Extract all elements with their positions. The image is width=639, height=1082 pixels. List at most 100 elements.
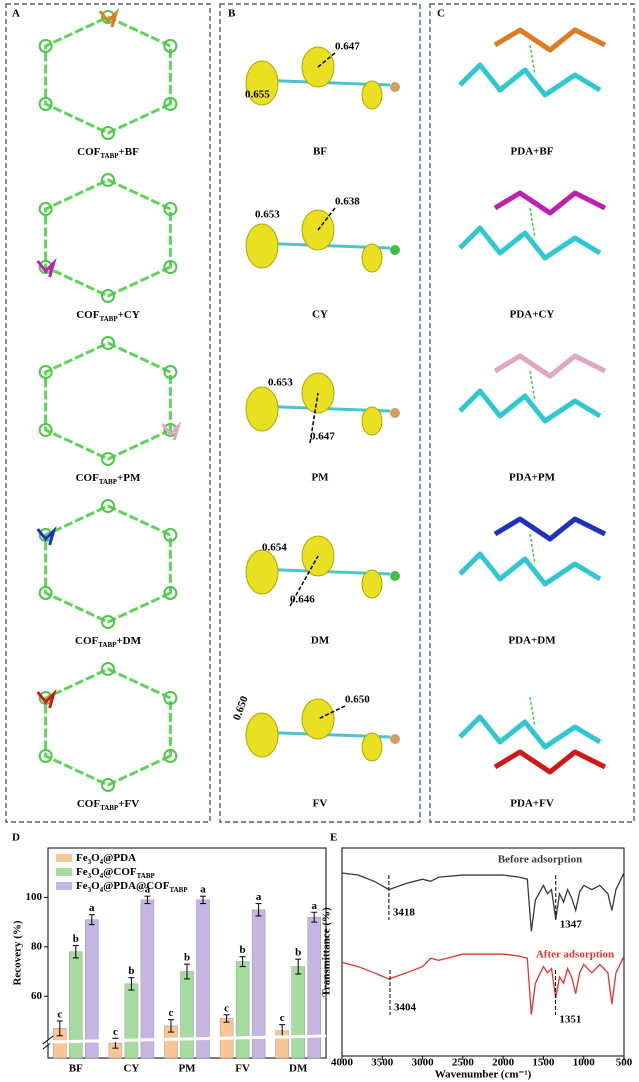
guest-molecule: [493, 353, 607, 379]
isosurface: [361, 732, 383, 762]
atom: [390, 571, 400, 581]
cof-node: [101, 126, 115, 140]
y-tick-label: 80: [31, 940, 43, 952]
host-molecule: [458, 388, 602, 424]
legend-label: Fe3O4@PDA: [76, 852, 136, 866]
rdg-value: 0.646: [290, 594, 315, 606]
isosurface: [245, 386, 279, 432]
x-axis-title: Wavenumber (cm⁻¹): [435, 1069, 532, 1081]
isosurface: [301, 698, 335, 740]
cof-node: [101, 499, 115, 513]
bar: [196, 899, 210, 1059]
cof-node: [101, 173, 115, 187]
cof-ring: [44, 667, 172, 787]
isosurface: [361, 80, 383, 110]
panel-letter: D: [12, 832, 20, 844]
cof-node: [163, 528, 178, 542]
error-bar: [223, 1014, 230, 1023]
rdg-value: 0.654: [262, 542, 287, 554]
cof-node: [101, 778, 115, 792]
x-tick-label: 2500: [452, 1057, 475, 1069]
cof-node: [38, 39, 53, 53]
complex-label: COFTABP+PM: [76, 472, 141, 486]
cof-node: [163, 97, 178, 111]
host-molecule: [458, 551, 602, 587]
isosurface: [361, 406, 383, 436]
significance-letter: c: [280, 1012, 285, 1024]
panel-letter: E: [330, 832, 337, 844]
y-tick-label: 100: [26, 891, 43, 903]
series-label: Before adsorption: [498, 854, 582, 866]
isosurface: [301, 46, 335, 88]
cof-node: [38, 97, 53, 111]
cof-node: [101, 662, 115, 676]
molecule-label: FV: [313, 798, 328, 810]
x-tick-label: 1000: [573, 1057, 596, 1069]
isosurface: [245, 549, 279, 595]
host-molecule: [458, 714, 602, 750]
bar: [124, 983, 139, 1059]
rdg-value: 0.647: [335, 41, 360, 53]
significance-letter: c: [169, 1007, 174, 1019]
x-tick-label: PM: [178, 1063, 196, 1075]
molecule-label: DM: [311, 635, 330, 647]
complex-label: COFTABP+DM: [75, 635, 142, 649]
x-tick-label: BF: [69, 1063, 83, 1075]
error-bar: [200, 895, 206, 905]
bar: [251, 909, 266, 1059]
cof-node: [163, 691, 178, 705]
error-bar: [239, 956, 246, 968]
guest-molecule: [98, 7, 120, 28]
cof-node: [101, 615, 115, 629]
peak-label: 1347: [560, 919, 583, 931]
isosurface: [245, 712, 279, 758]
complex-label: COFTABP+CY: [76, 309, 140, 323]
y-tick-label: 60: [31, 990, 43, 1002]
guest-molecule: [36, 525, 57, 546]
legend-label: Fe3O4@COFTABP: [76, 866, 155, 880]
series-label: After adsorption: [536, 949, 614, 961]
host-molecule: [458, 225, 602, 261]
significance-letter: a: [89, 902, 95, 914]
atom: [390, 82, 400, 92]
cof-node: [38, 202, 53, 216]
cof-ring: [44, 341, 172, 461]
x-tick-label: 4000: [331, 1057, 354, 1069]
bar: [85, 919, 99, 1059]
y-axis-title: Transmittance (%): [321, 907, 333, 997]
significance-letter: c: [224, 1002, 229, 1014]
rdg-value: 0.655: [245, 89, 270, 101]
rdg-value: 0.647: [310, 431, 335, 443]
rdg-value: 0.650: [345, 694, 370, 706]
molecule-label: PM: [311, 472, 329, 484]
guest-molecule: [161, 420, 182, 441]
significance-letter: a: [200, 884, 206, 896]
complex-label: PDA+PM: [509, 472, 556, 484]
distance-line: [317, 705, 346, 720]
significance-letter: b: [295, 947, 301, 959]
guest-molecule: [36, 257, 57, 278]
h-bond: [529, 370, 536, 402]
distance-line: [289, 555, 319, 607]
significance-letter: a: [256, 891, 262, 903]
bar: [235, 961, 250, 1059]
cof-node: [38, 365, 53, 379]
panel-letter: A: [12, 8, 20, 20]
rdg-value: 0.638: [335, 196, 360, 208]
error-bar: [72, 945, 79, 959]
panel-letter: C: [437, 8, 445, 20]
isosurface: [361, 243, 383, 273]
x-tick-label: CY: [123, 1063, 139, 1075]
significance-letter: b: [184, 952, 190, 964]
cof-node: [101, 452, 115, 466]
rdg-value: 0.653: [255, 209, 280, 221]
complex-label: PDA+CY: [510, 309, 555, 321]
h-bond: [529, 44, 536, 76]
host-molecule: [458, 62, 602, 98]
cof-node: [163, 260, 178, 274]
legend-swatch: [56, 854, 72, 862]
guest-molecule: [493, 27, 607, 53]
spectrum-line: [341, 872, 625, 932]
error-bar: [128, 977, 135, 991]
